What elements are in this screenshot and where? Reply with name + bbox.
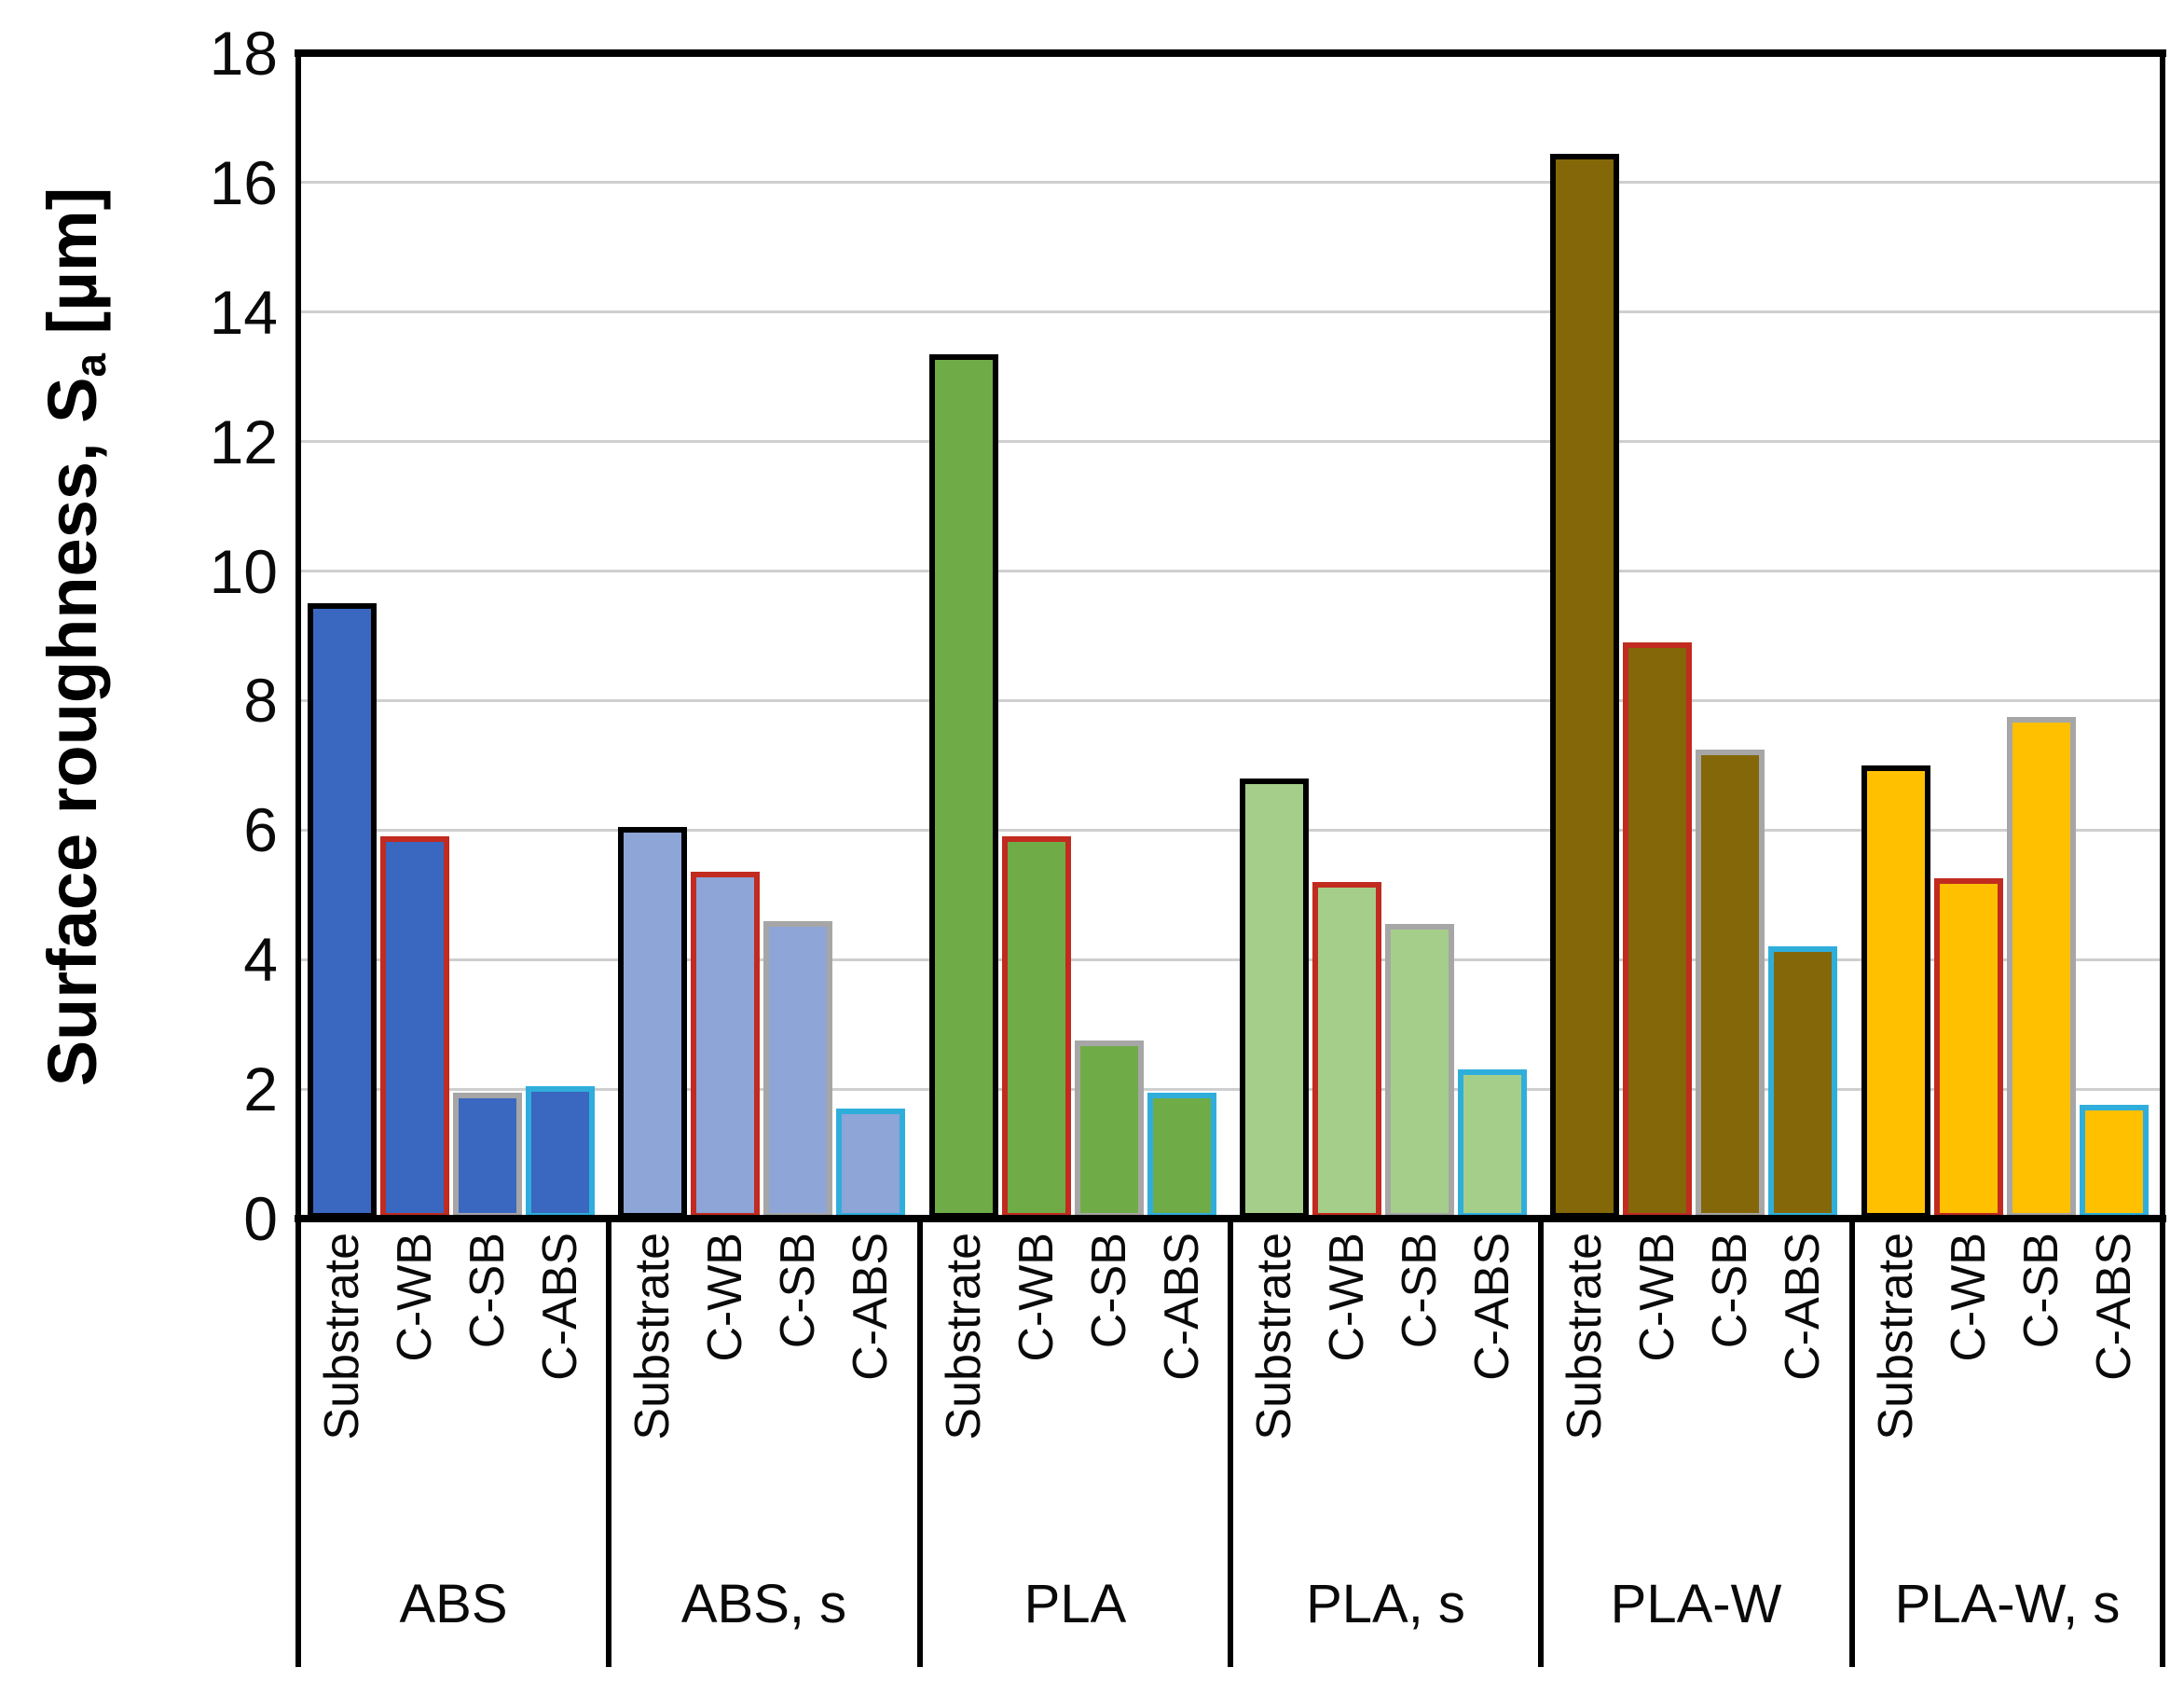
x-tick-label-pla-w-c-abs: C-ABS: [1776, 1233, 1830, 1381]
x-tick-label-abs-s-c-abs: C-ABS: [844, 1233, 898, 1381]
x-group-label-abs: ABS: [399, 1574, 508, 1634]
x-group-label-pla-w: PLA-W: [1610, 1574, 1782, 1634]
group-separator-4: [1538, 1219, 1544, 1667]
x-group-label-abs-s: ABS, s: [680, 1574, 847, 1634]
x-tick-label-abs-s-c-wb: C-WB: [698, 1233, 752, 1362]
y-tick-label-16: 16: [209, 148, 278, 217]
x-tick-label-pla-c-wb: C-WB: [1010, 1233, 1064, 1362]
x-tick-label-abs-s-c-sb: C-SB: [771, 1233, 825, 1349]
bar-abs-c-abs: [526, 1086, 595, 1219]
bar-pla-w-c-wb: [1623, 642, 1692, 1219]
bar-pla-w-c-sb: [1696, 750, 1765, 1219]
y-tick-label-14: 14: [209, 278, 278, 347]
bar-pla-w-s-substrate: [1861, 765, 1930, 1219]
bar-pla-s-c-sb: [1385, 924, 1454, 1219]
bar-pla-w-s-c-wb: [1934, 878, 2003, 1219]
plot-frame-top: [295, 49, 2166, 57]
y-tick-label-18: 18: [209, 19, 278, 88]
bar-abs-s-c-sb: [763, 921, 832, 1219]
gridline-16: [301, 181, 2160, 184]
gridline-10: [301, 570, 2160, 572]
x-tick-label-pla-w-s-c-sb: C-SB: [2014, 1233, 2068, 1349]
group-separator-6: [2160, 1219, 2165, 1667]
x-tick-label-pla-w-c-sb: C-SB: [1703, 1233, 1757, 1349]
x-tick-label-pla-w-s-substrate: Substrate: [1869, 1233, 1923, 1440]
x-tick-label-abs-c-wb: C-WB: [388, 1233, 442, 1362]
x-tick-label-pla-w-c-wb: C-WB: [1630, 1233, 1684, 1362]
bar-abs-c-wb: [380, 836, 449, 1219]
bar-abs-s-c-wb: [691, 872, 760, 1219]
group-separator-0: [295, 1219, 301, 1667]
gridline-8: [301, 699, 2160, 702]
x-axis-line: [295, 1215, 2166, 1222]
y-tick-label-0: 0: [243, 1184, 278, 1253]
bar-pla-c-wb: [1002, 836, 1071, 1219]
bar-pla-s-c-wb: [1312, 882, 1381, 1219]
x-tick-label-abs-c-abs: C-ABS: [533, 1233, 587, 1381]
plot-frame-left: [295, 53, 301, 1219]
gridline-12: [301, 440, 2160, 443]
plot-frame-right: [2160, 53, 2165, 1219]
x-tick-label-pla-substrate: Substrate: [937, 1233, 991, 1440]
x-tick-label-pla-c-abs: C-ABS: [1155, 1233, 1209, 1381]
bar-pla-s-substrate: [1240, 779, 1309, 1219]
x-tick-label-abs-substrate: Substrate: [315, 1233, 369, 1440]
bar-pla-w-substrate: [1550, 154, 1619, 1219]
x-tick-label-abs-c-sb: C-SB: [460, 1233, 515, 1349]
x-group-label-pla: PLA: [1023, 1574, 1127, 1634]
x-group-label-pla-w-s: PLA-W, s: [1894, 1574, 2121, 1634]
bar-pla-w-s-c-abs: [2080, 1105, 2149, 1219]
x-group-label-pla-s: PLA, s: [1306, 1574, 1465, 1634]
bar-abs-s-c-abs: [836, 1109, 905, 1219]
y-tick-label-4: 4: [243, 925, 278, 994]
x-tick-label-pla-w-s-c-abs: C-ABS: [2087, 1233, 2141, 1381]
y-tick-label-6: 6: [243, 795, 278, 864]
bar-pla-w-s-c-sb: [2007, 717, 2076, 1219]
bar-abs-c-sb: [453, 1093, 522, 1219]
gridline-4: [301, 958, 2160, 961]
bar-abs-substrate: [308, 603, 377, 1219]
bar-pla-s-c-abs: [1458, 1069, 1527, 1219]
gridline-14: [301, 310, 2160, 313]
y-tick-label-10: 10: [209, 537, 278, 606]
y-tick-label-2: 2: [243, 1054, 278, 1123]
gridline-6: [301, 829, 2160, 832]
x-tick-label-pla-s-c-wb: C-WB: [1320, 1233, 1374, 1362]
group-separator-5: [1849, 1219, 1855, 1667]
bar-pla-c-abs: [1147, 1093, 1216, 1219]
x-tick-label-pla-w-substrate: Substrate: [1558, 1233, 1612, 1440]
x-tick-label-pla-w-s-c-wb: C-WB: [1942, 1233, 1996, 1362]
group-separator-1: [606, 1219, 611, 1667]
x-tick-label-pla-s-c-abs: C-ABS: [1465, 1233, 1519, 1381]
group-separator-2: [917, 1219, 923, 1667]
gridline-2: [301, 1088, 2160, 1091]
bar-pla-w-c-abs: [1768, 946, 1837, 1219]
bar-pla-c-sb: [1075, 1040, 1144, 1219]
x-tick-label-pla-c-sb: C-SB: [1082, 1233, 1136, 1349]
y-tick-label-8: 8: [243, 666, 278, 735]
x-tick-label-pla-s-c-sb: C-SB: [1393, 1233, 1447, 1349]
y-tick-label-12: 12: [209, 407, 278, 476]
bar-pla-substrate: [929, 354, 998, 1219]
x-tick-label-pla-s-substrate: Substrate: [1247, 1233, 1301, 1440]
x-tick-label-abs-s-substrate: Substrate: [625, 1233, 680, 1440]
group-separator-3: [1228, 1219, 1233, 1667]
bar-abs-s-substrate: [618, 827, 687, 1219]
